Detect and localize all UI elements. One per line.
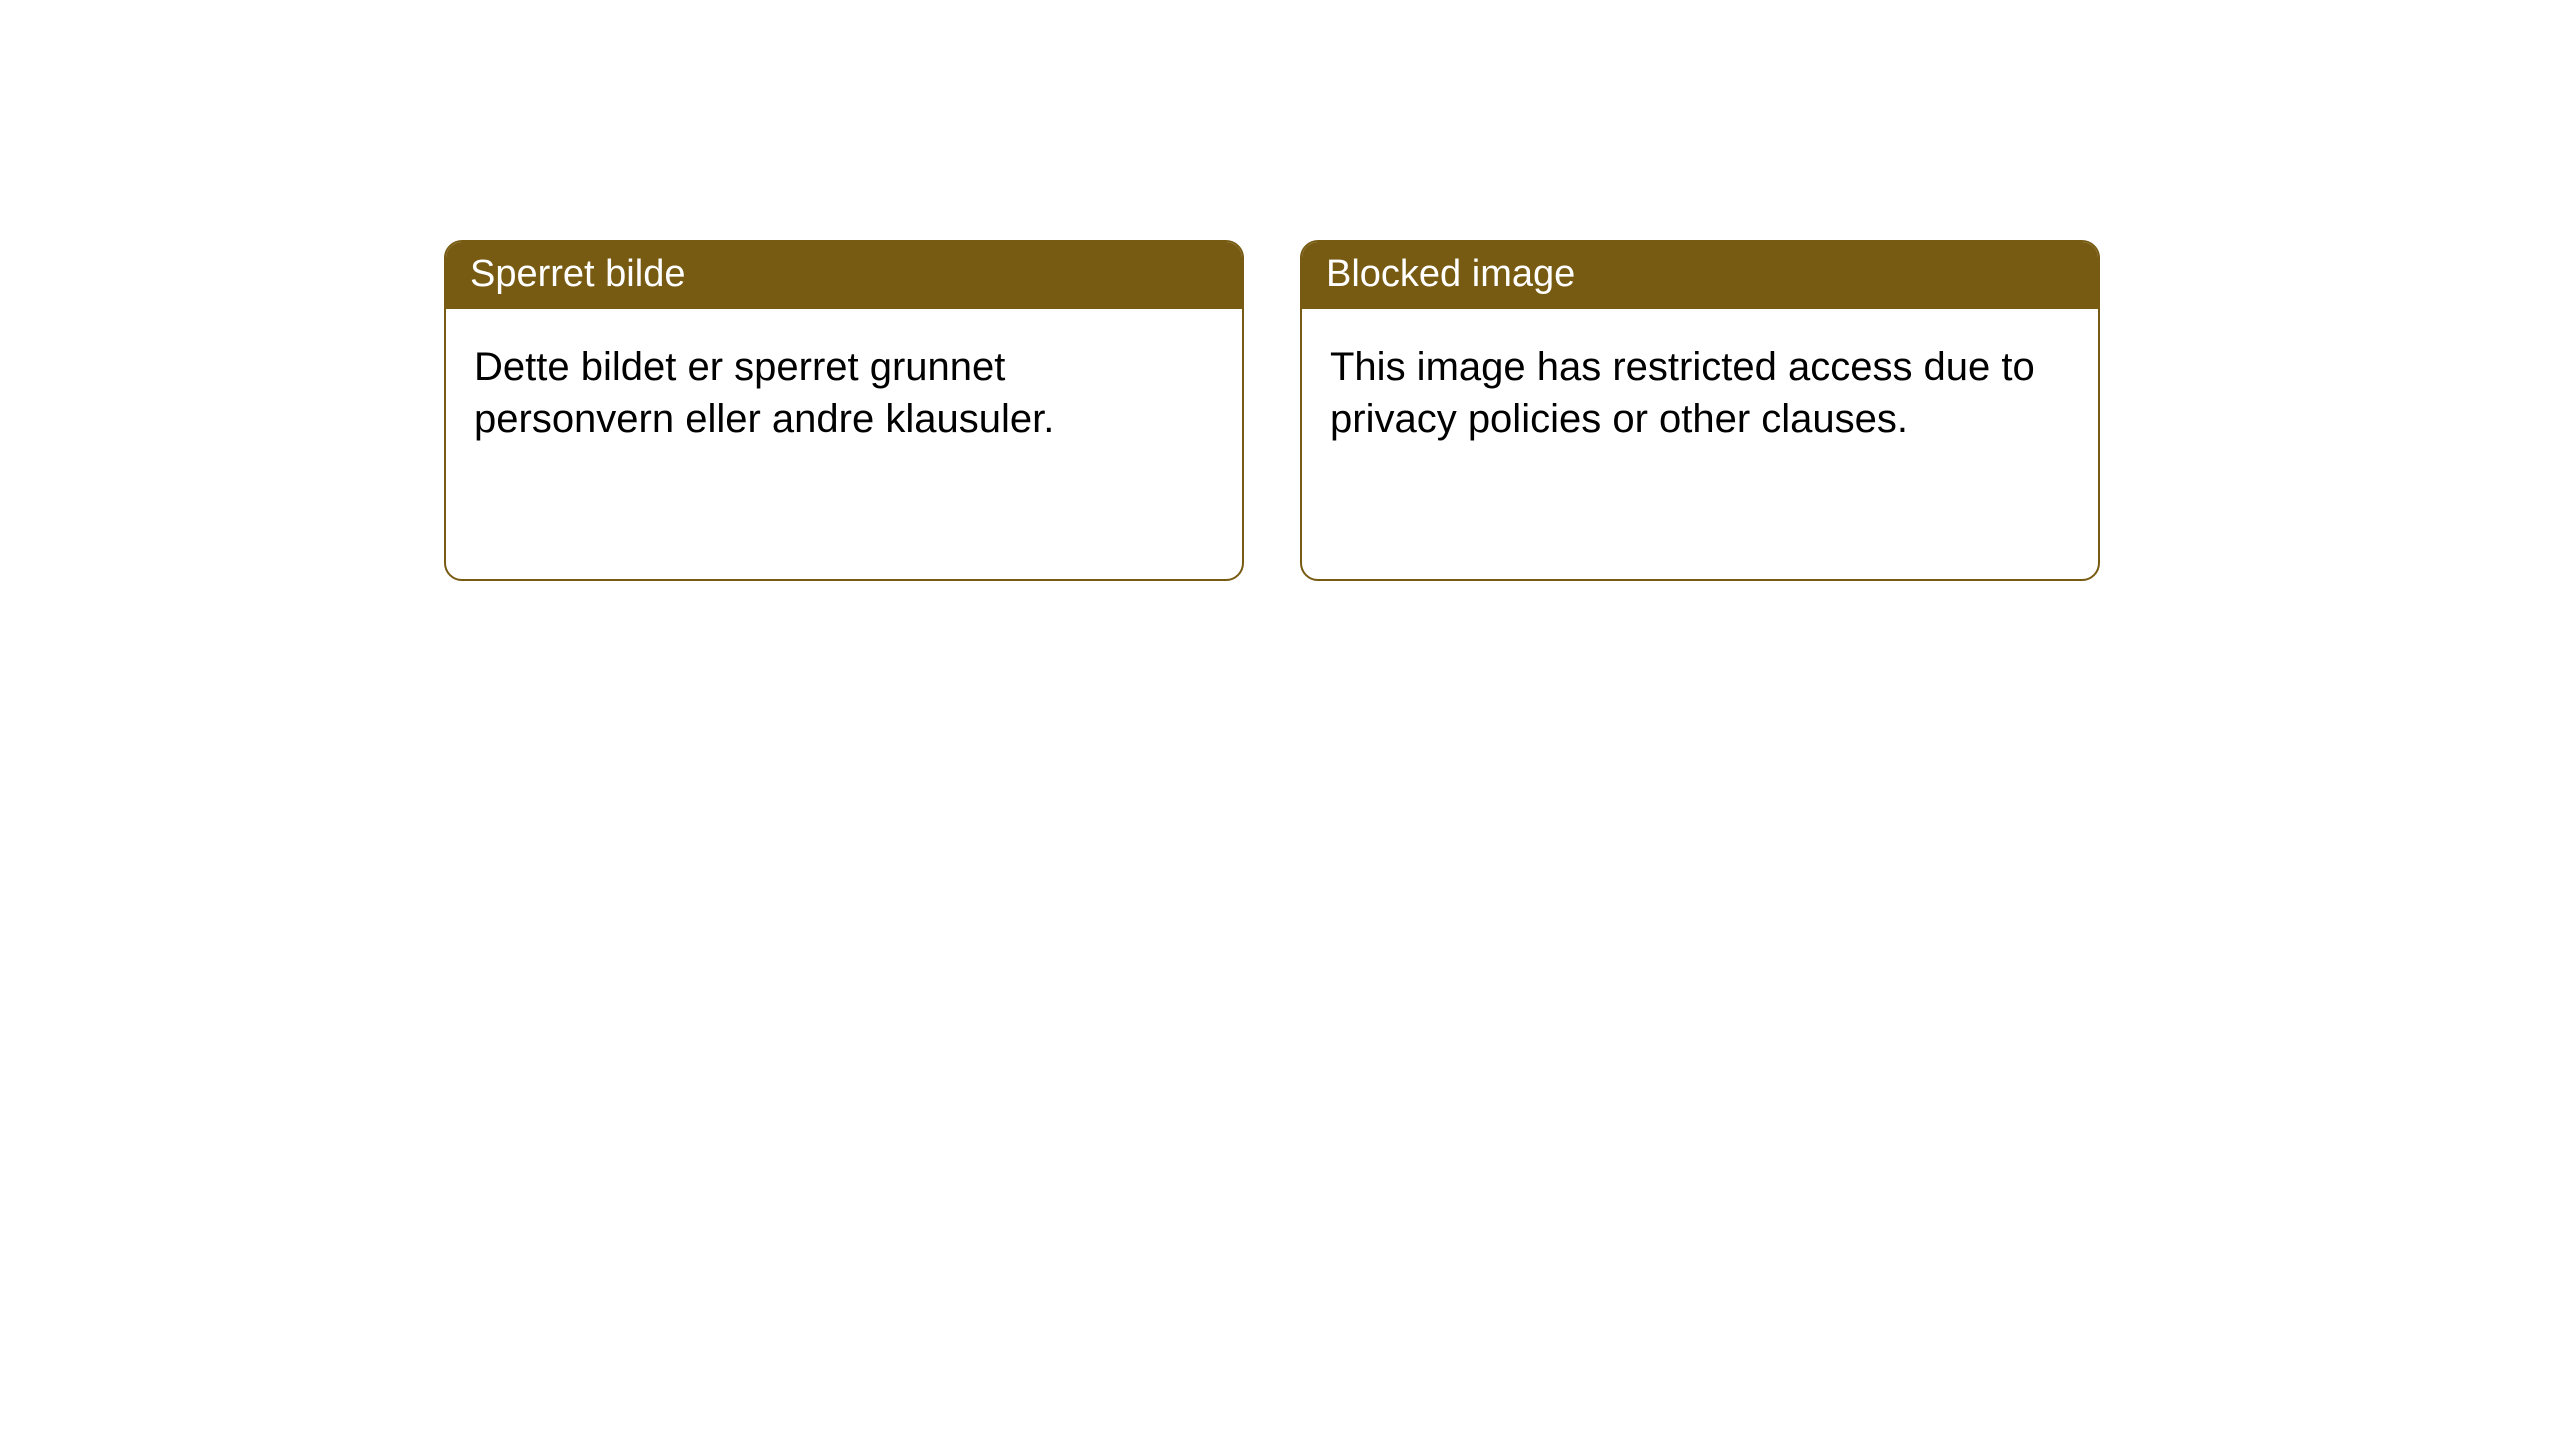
notice-container: Sperret bilde Dette bildet er sperret gr… (0, 0, 2560, 581)
notice-card-english: Blocked image This image has restricted … (1300, 240, 2100, 581)
notice-body-norwegian: Dette bildet er sperret grunnet personve… (446, 309, 1242, 579)
notice-header-norwegian: Sperret bilde (446, 242, 1242, 309)
notice-header-english: Blocked image (1302, 242, 2098, 309)
notice-body-english: This image has restricted access due to … (1302, 309, 2098, 579)
notice-card-norwegian: Sperret bilde Dette bildet er sperret gr… (444, 240, 1244, 581)
